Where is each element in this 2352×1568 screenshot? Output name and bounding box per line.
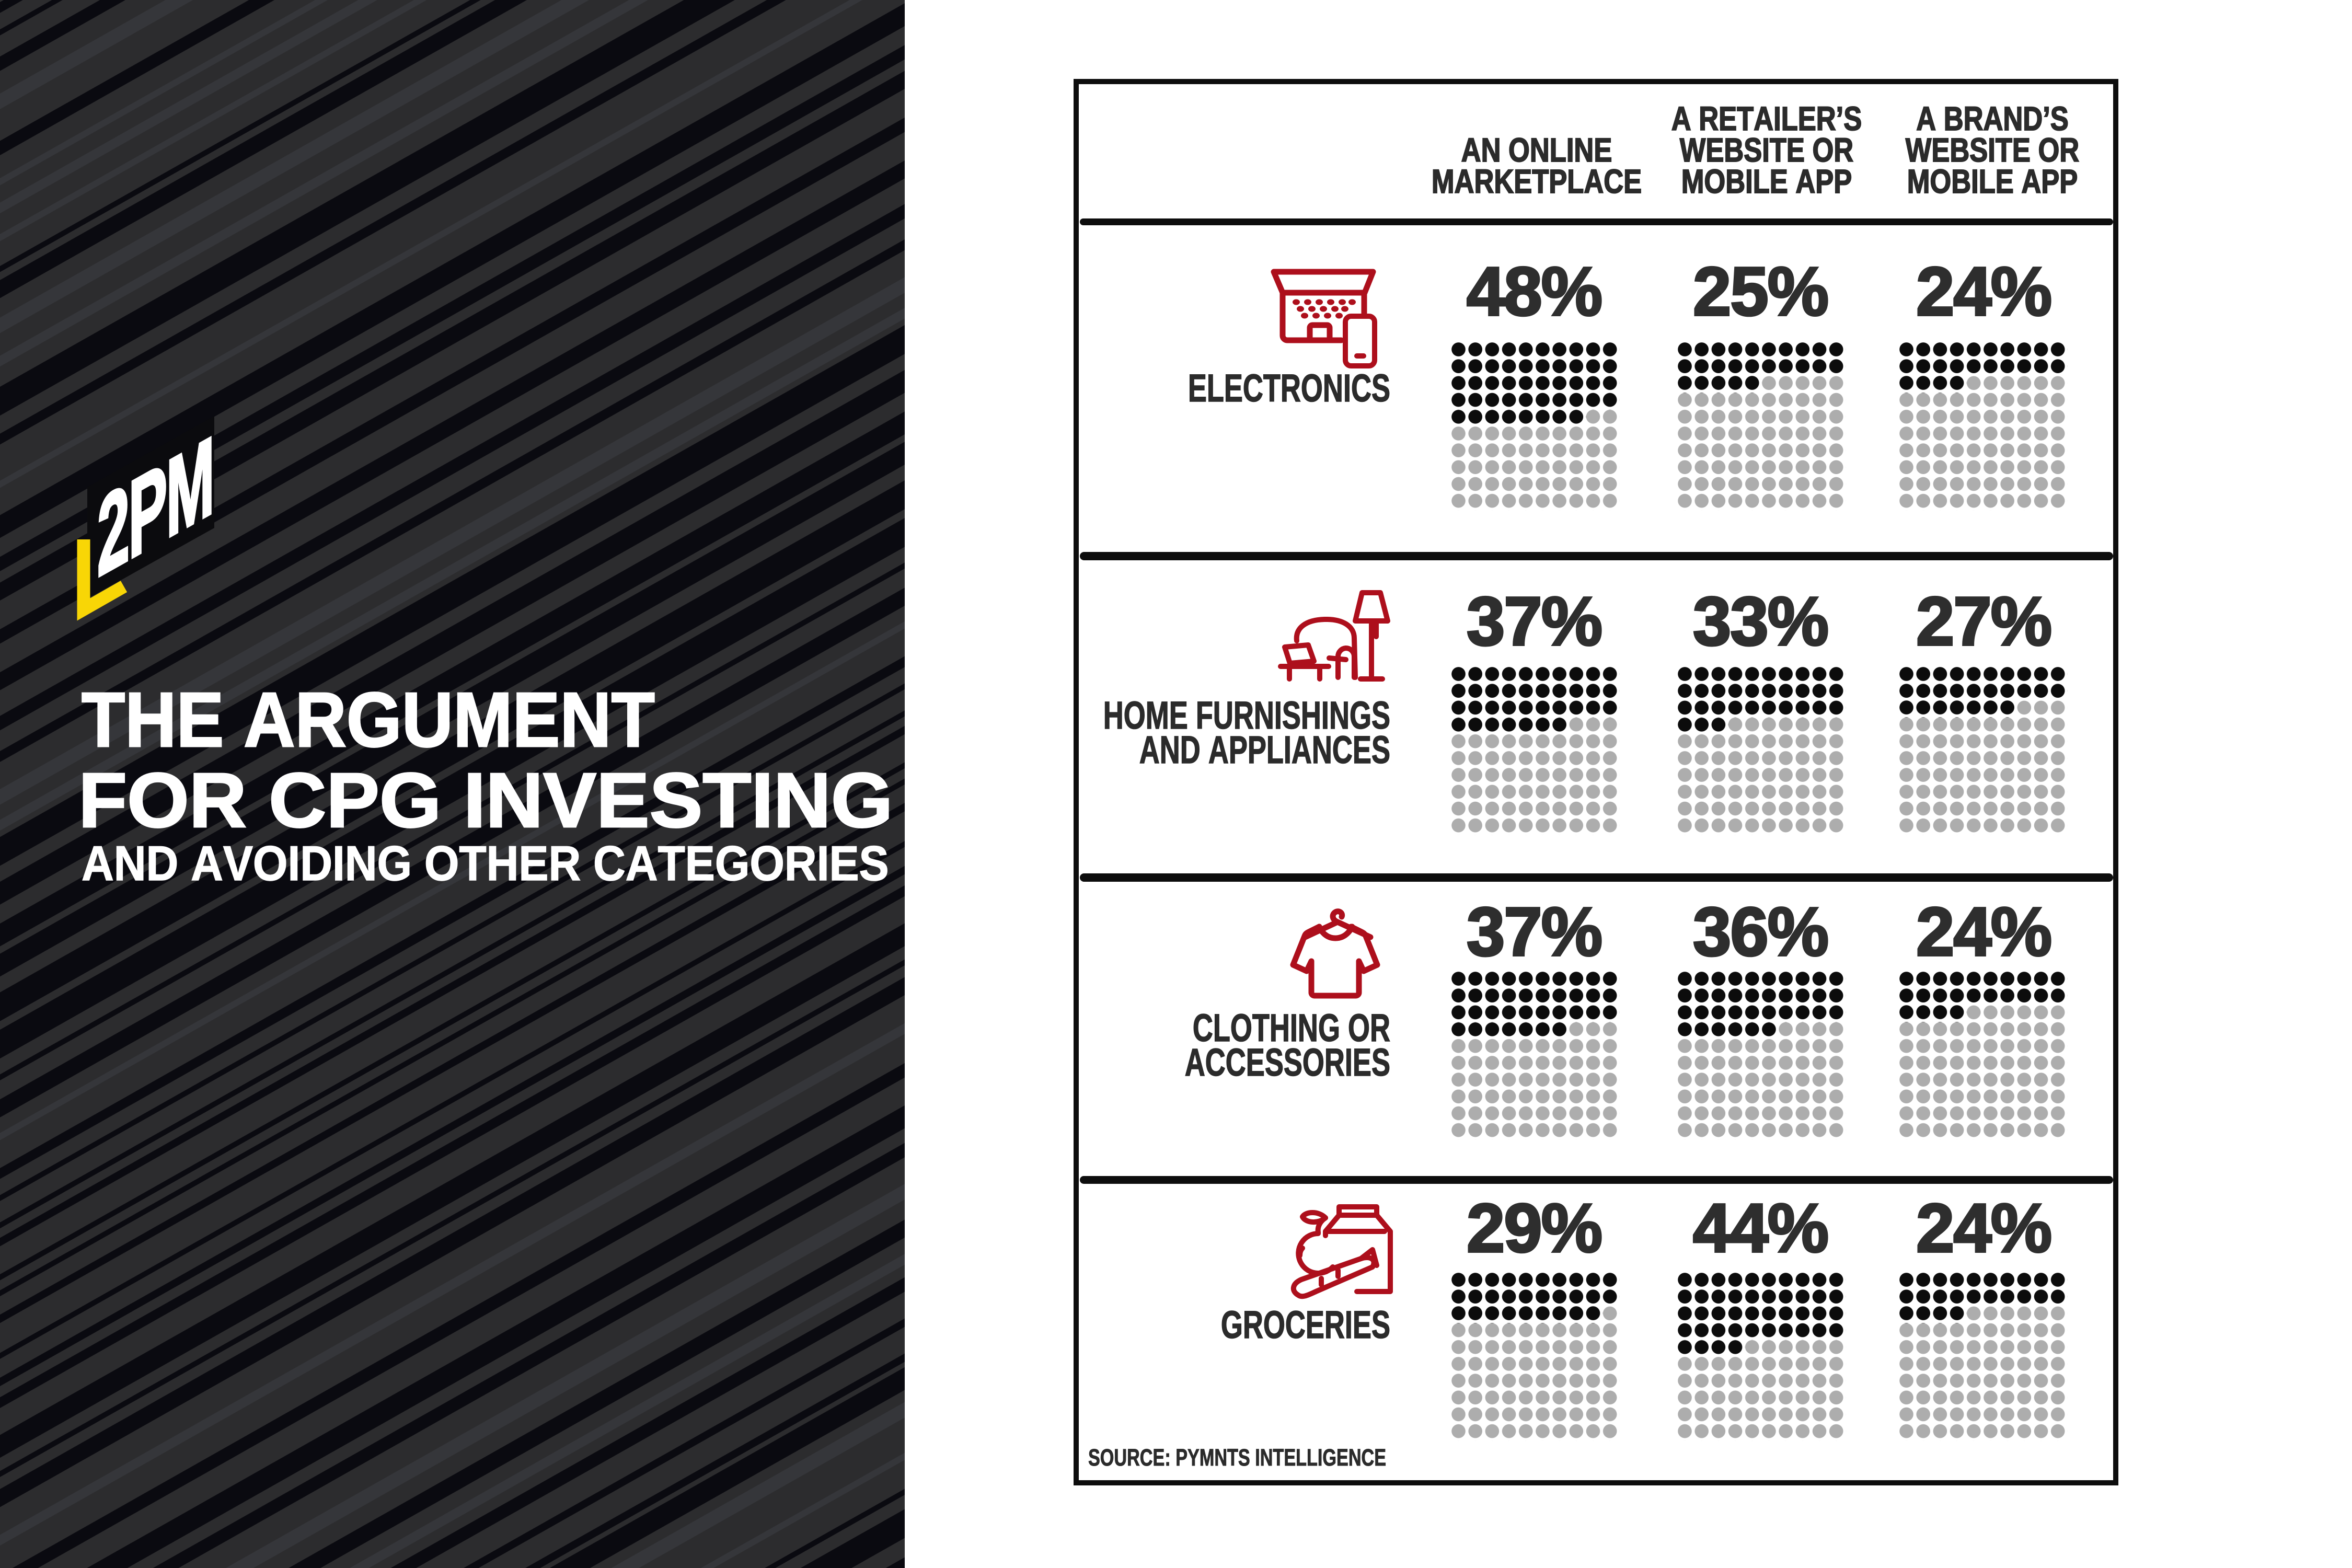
svg-text:2PM: 2PM [97, 412, 213, 600]
